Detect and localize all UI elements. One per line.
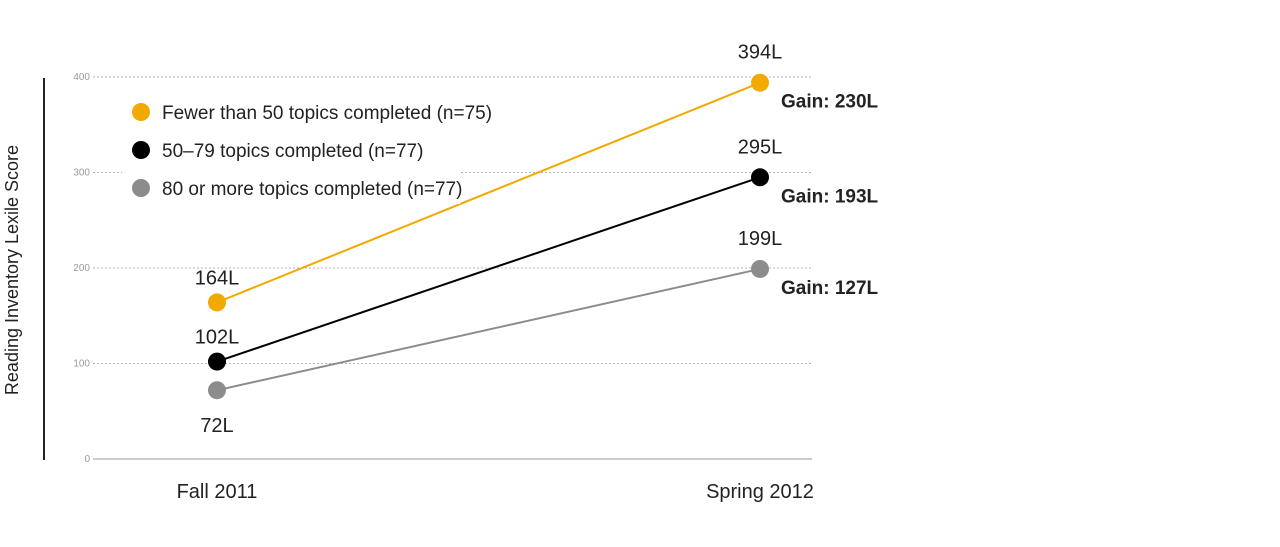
legend-marker: [132, 141, 150, 159]
data-label: 164L: [195, 267, 240, 289]
legend: Fewer than 50 topics completed (n=75) 50–…: [122, 92, 492, 204]
x-category-label: Spring 2012: [706, 481, 814, 503]
data-label: 394L: [738, 42, 783, 64]
legend-label: Fewer than 50 topics completed (n=75): [162, 103, 492, 124]
legend-item: 50–79 topics completed (n=77): [132, 141, 423, 162]
data-label: 102L: [195, 327, 240, 349]
y-axis-label: Reading Inventory Lexile Score: [2, 145, 22, 395]
data-point: [751, 168, 769, 187]
data-point: [751, 259, 769, 278]
series-0: 164L 394L Gain: 230L: [195, 42, 879, 312]
axis-layer: 0 100 200 300 400 Reading Inventory Lexile Sc…: [2, 72, 814, 503]
legend-label: 80 or more topics completed (n=77): [162, 179, 462, 200]
gain-annotation: Gain: 230L: [781, 92, 879, 113]
gain-annotation: Gain: 127L: [781, 278, 879, 299]
x-category-label: Fall 2011: [177, 481, 258, 503]
gain-annotation: Gain: 193L: [781, 186, 879, 207]
legend-label: 50–79 topics completed (n=77): [162, 141, 423, 162]
legend-background: [122, 92, 460, 204]
legend-item: 80 or more topics completed (n=77): [132, 179, 462, 200]
series-layer: 164L 394L Gain: 230L 102L 295L Gain: 193L 72L 1…: [195, 42, 879, 438]
grid-layer: [93, 76, 812, 460]
data-point: [208, 381, 226, 400]
data-point: [751, 73, 769, 92]
series-1: 102L 295L Gain: 193L: [195, 136, 879, 371]
series-line: [216, 176, 761, 363]
legend-marker: [132, 103, 150, 121]
data-point: [208, 293, 226, 312]
series-2: 72L 199L Gain: 127L: [200, 228, 878, 437]
legend-marker: [132, 179, 150, 197]
data-label: 295L: [738, 136, 783, 158]
y-tick-label: 300: [73, 168, 90, 179]
y-tick-label: 200: [73, 263, 90, 274]
series-line: [216, 267, 761, 392]
data-point: [208, 352, 226, 371]
series-line: [216, 81, 761, 304]
legend-item: Fewer than 50 topics completed (n=75): [132, 103, 492, 124]
y-tick-label: 100: [73, 359, 90, 370]
data-label: 72L: [200, 415, 233, 437]
y-tick-label: 0: [84, 454, 90, 465]
data-label: 199L: [738, 228, 783, 250]
y-tick-label: 400: [73, 72, 90, 83]
